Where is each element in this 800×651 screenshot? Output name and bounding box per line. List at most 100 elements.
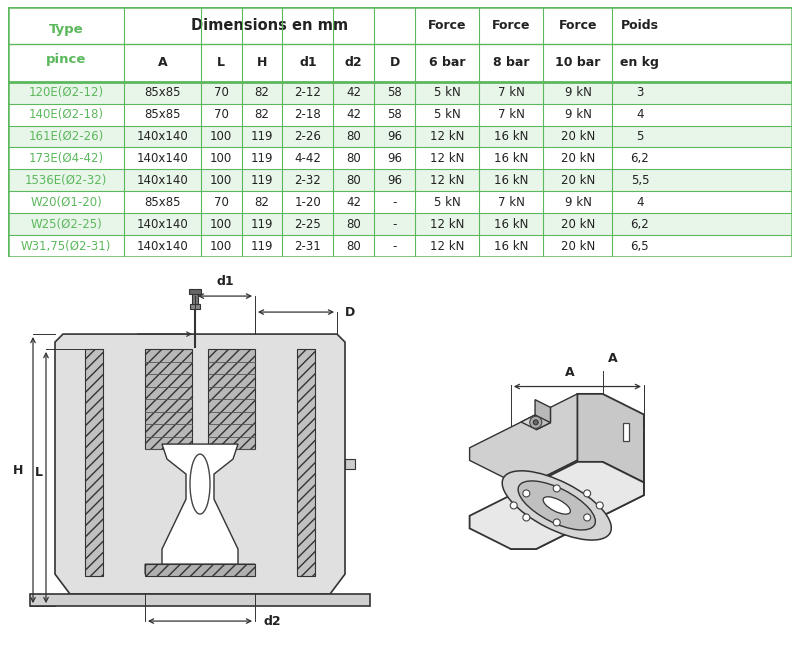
Bar [8, 104, 792, 126]
Text: 12 kN: 12 kN [430, 174, 464, 187]
Text: 4-42: 4-42 [294, 152, 322, 165]
Text: 16 kN: 16 kN [494, 217, 529, 230]
Text: en kg: en kg [621, 57, 659, 70]
Text: 119: 119 [250, 152, 274, 165]
Text: d1: d1 [299, 57, 317, 70]
Text: 119: 119 [250, 217, 274, 230]
Polygon shape [511, 415, 644, 549]
Text: 3: 3 [636, 86, 643, 99]
Polygon shape [470, 462, 644, 549]
Polygon shape [30, 594, 370, 606]
Text: W25(Ø2-25): W25(Ø2-25) [30, 217, 102, 230]
Text: 16 kN: 16 kN [494, 152, 529, 165]
Text: 6,5: 6,5 [630, 240, 650, 253]
Text: 96: 96 [387, 130, 402, 143]
Text: D: D [345, 305, 355, 318]
Text: 85x85: 85x85 [144, 86, 181, 99]
Text: 80: 80 [346, 152, 361, 165]
Text: 119: 119 [250, 174, 274, 187]
Polygon shape [145, 564, 162, 574]
Text: 5 kN: 5 kN [434, 108, 461, 121]
Text: 140x140: 140x140 [137, 174, 188, 187]
Text: 173E(Ø4-42): 173E(Ø4-42) [29, 152, 103, 165]
Text: 5 kN: 5 kN [434, 86, 461, 99]
Text: 140x140: 140x140 [137, 130, 188, 143]
Text: -: - [392, 217, 397, 230]
Text: 80: 80 [346, 130, 361, 143]
Circle shape [596, 502, 603, 509]
Text: 5: 5 [636, 130, 643, 143]
Text: 85x85: 85x85 [144, 108, 181, 121]
Text: 20 kN: 20 kN [561, 174, 595, 187]
Text: 2-25: 2-25 [294, 217, 322, 230]
Ellipse shape [502, 471, 611, 540]
Text: 80: 80 [346, 240, 361, 253]
Text: 4: 4 [636, 196, 644, 209]
Text: 16 kN: 16 kN [494, 174, 529, 187]
Text: L: L [35, 466, 43, 479]
Text: 120E(Ø2-12): 120E(Ø2-12) [29, 86, 103, 99]
Text: 96: 96 [387, 152, 402, 165]
Text: H: H [13, 464, 23, 477]
Text: Type

pince: Type pince [46, 23, 86, 66]
Text: 5 kN: 5 kN [434, 196, 461, 209]
Bar [8, 235, 792, 257]
Bar [8, 126, 792, 148]
Text: 140x140: 140x140 [137, 217, 188, 230]
Text: d1: d1 [216, 275, 234, 288]
Polygon shape [537, 408, 550, 430]
Text: 12 kN: 12 kN [430, 217, 464, 230]
Text: 16 kN: 16 kN [494, 240, 529, 253]
Text: 70: 70 [214, 108, 229, 121]
Text: 42: 42 [346, 108, 362, 121]
Text: 70: 70 [214, 86, 229, 99]
Text: 58: 58 [387, 86, 402, 99]
Text: 70: 70 [214, 196, 229, 209]
Text: 10 bar: 10 bar [555, 57, 601, 70]
Text: 9 kN: 9 kN [565, 108, 591, 121]
Text: 12 kN: 12 kN [430, 152, 464, 165]
Bar [192, 292, 198, 304]
Text: Force: Force [428, 19, 466, 32]
Circle shape [554, 519, 560, 526]
Text: 1-20: 1-20 [294, 196, 322, 209]
Text: W20(Ø1-20): W20(Ø1-20) [30, 196, 102, 209]
Ellipse shape [543, 497, 570, 514]
Text: Poids: Poids [621, 19, 659, 32]
Bar [189, 289, 201, 294]
Text: 20 kN: 20 kN [561, 217, 595, 230]
Bar [85, 349, 103, 576]
Text: 2-32: 2-32 [294, 174, 322, 187]
Circle shape [584, 514, 590, 521]
Text: L: L [218, 57, 226, 70]
Text: 140x140: 140x140 [137, 152, 188, 165]
Text: 100: 100 [210, 152, 232, 165]
Circle shape [530, 416, 542, 428]
Circle shape [534, 420, 538, 425]
Text: 7 kN: 7 kN [498, 108, 525, 121]
Bar [297, 349, 315, 576]
Text: 119: 119 [250, 130, 274, 143]
Text: 1536E(Ø2-32): 1536E(Ø2-32) [25, 174, 107, 187]
Text: 42: 42 [346, 196, 362, 209]
Bar [8, 214, 792, 235]
Text: 96: 96 [387, 174, 402, 187]
Text: D: D [390, 57, 400, 70]
Text: 100: 100 [210, 174, 232, 187]
Polygon shape [162, 444, 238, 564]
Text: A: A [608, 352, 618, 365]
Text: 6 bar: 6 bar [429, 57, 466, 70]
Text: 6,2: 6,2 [630, 217, 650, 230]
Text: 140E(Ø2-18): 140E(Ø2-18) [29, 108, 103, 121]
Bar [8, 148, 792, 169]
Text: 20 kN: 20 kN [561, 130, 595, 143]
Bar [8, 169, 792, 191]
Polygon shape [521, 415, 550, 430]
Text: 119: 119 [250, 240, 274, 253]
Bar [145, 349, 192, 449]
Text: 100: 100 [210, 130, 232, 143]
Polygon shape [578, 394, 644, 482]
Text: 42: 42 [346, 86, 362, 99]
Text: 2-12: 2-12 [294, 86, 322, 99]
Text: 100: 100 [210, 240, 232, 253]
